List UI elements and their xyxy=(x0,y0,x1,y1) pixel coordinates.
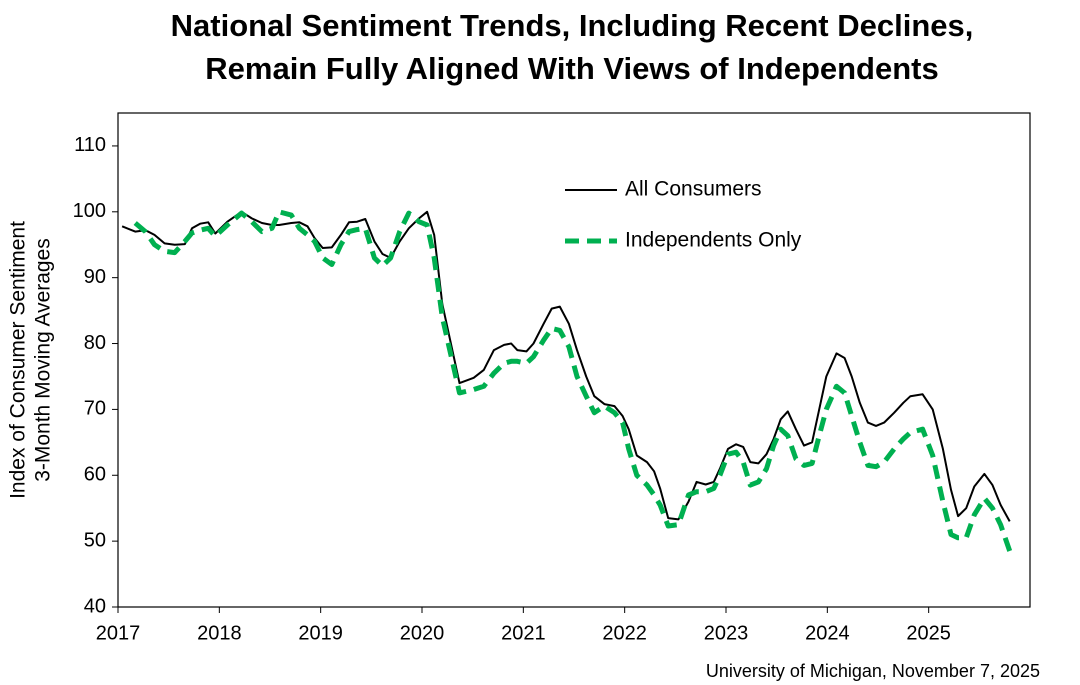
plot-frame xyxy=(117,112,1031,608)
x-tick-label: 2023 xyxy=(704,622,749,644)
y-tick-label: 70 xyxy=(84,398,106,420)
x-tick-label: 2019 xyxy=(298,622,343,644)
x-tick-label: 2020 xyxy=(400,622,445,644)
x-tick-label: 2021 xyxy=(501,622,546,644)
y-tick-label: 80 xyxy=(84,332,106,354)
y-tick-label: 110 xyxy=(74,134,106,156)
y-tick-label: 100 xyxy=(73,200,106,222)
x-tick-label: 2025 xyxy=(906,622,951,644)
legend-label: All Consumers xyxy=(625,178,762,201)
chart-title: National Sentiment Trends, Including Rec… xyxy=(171,8,974,43)
legend-label: Independents Only xyxy=(625,229,802,252)
y-tick-label: 40 xyxy=(84,595,106,617)
y-tick-label: 90 xyxy=(84,266,106,288)
y-axis-label: 3-Month Moving Averages xyxy=(32,238,55,482)
y-tick-label: 50 xyxy=(84,529,106,551)
x-tick-label: 2024 xyxy=(805,622,850,644)
source-note: University of Michigan, November 7, 2025 xyxy=(706,661,1040,681)
x-tick-label: 2017 xyxy=(96,622,141,644)
y-axis-label: Index of Consumer Sentiment xyxy=(7,221,30,499)
x-tick-label: 2022 xyxy=(602,622,647,644)
y-tick-label: 60 xyxy=(84,464,106,486)
x-tick-label: 2018 xyxy=(197,622,242,644)
chart-title: Remain Fully Aligned With Views of Indep… xyxy=(205,51,938,86)
series-line xyxy=(133,209,1013,552)
series-line xyxy=(121,210,1011,522)
